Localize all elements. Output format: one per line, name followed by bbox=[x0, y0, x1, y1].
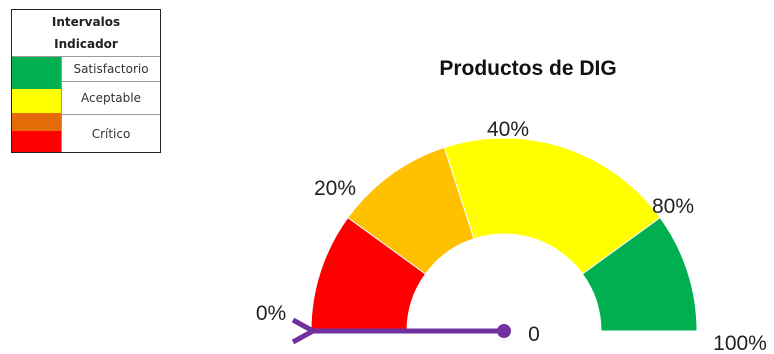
legend: Intervalos Indicador Satisfactorio Acept… bbox=[11, 9, 161, 153]
gauge-needle-hub bbox=[497, 324, 511, 338]
legend-swatch-critico-orange bbox=[12, 113, 62, 131]
legend-title: Intervalos Indicador bbox=[12, 10, 160, 57]
gauge-band-3 bbox=[581, 216, 698, 332]
chart-title: Productos de DIG bbox=[439, 57, 616, 80]
tick-label-0: 0% bbox=[256, 302, 286, 325]
tick-label-20: 20% bbox=[314, 177, 356, 200]
tick-label-100: 100% bbox=[713, 332, 767, 354]
legend-swatch-satisfactorio bbox=[12, 57, 62, 89]
legend-label-critico: Crítico bbox=[91, 126, 131, 141]
tick-label-80: 80% bbox=[652, 195, 694, 218]
gauge-needle-arrowhead bbox=[291, 317, 319, 345]
gauge-band-2 bbox=[443, 137, 661, 275]
legend-label-satisfactorio: Satisfactorio bbox=[73, 62, 149, 76]
tick-label-40: 40% bbox=[487, 118, 529, 141]
legend-swatch-critico-red bbox=[12, 131, 62, 152]
legend-swatch-aceptable bbox=[12, 89, 62, 113]
gauge-value-label: 0 bbox=[528, 323, 540, 346]
legend-label-aceptable: Aceptable bbox=[62, 81, 160, 115]
